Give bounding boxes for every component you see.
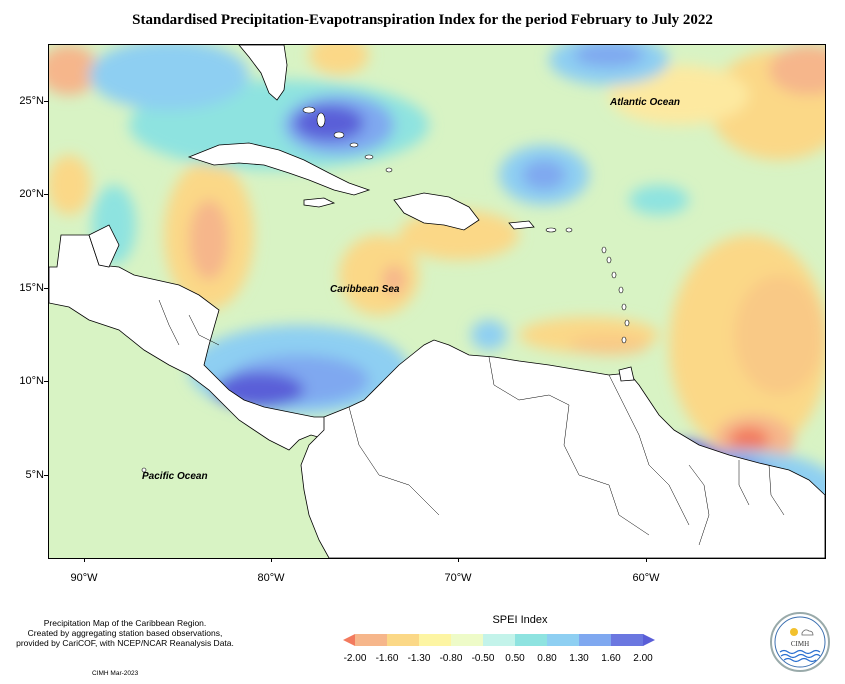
small-islands <box>141 106 630 473</box>
legend-swatch <box>355 634 388 646</box>
spei-map-canvas <box>49 45 825 558</box>
y-label-25n: 25°N <box>19 95 44 107</box>
caribbean-sea-label: Caribbean Sea <box>330 284 400 295</box>
legend-swatch <box>515 634 548 646</box>
logo-text: CIMH <box>791 640 809 648</box>
y-tick <box>44 288 48 289</box>
legend-title: SPEI Index <box>492 614 548 626</box>
country-borders <box>158 299 785 546</box>
x-label-70w: 70°W <box>444 572 472 584</box>
legend-arrow-high <box>643 634 655 646</box>
y-tick <box>44 101 48 102</box>
credit-text: CIMH Mar-2023 <box>92 670 139 677</box>
x-tick <box>646 558 647 562</box>
y-label-10n: 10°N <box>19 375 44 387</box>
legend-swatch <box>579 634 612 646</box>
legend-label: -0.50 <box>471 653 495 664</box>
pacific-ocean-label: Pacific Ocean <box>142 471 208 482</box>
legend-swatch <box>611 634 644 646</box>
x-label-60w: 60°W <box>632 572 660 584</box>
x-tick <box>271 558 272 562</box>
legend-swatch <box>451 634 484 646</box>
legend-label: -1.60 <box>375 653 399 664</box>
x-tick <box>84 558 85 562</box>
y-tick <box>44 194 48 195</box>
legend-swatch <box>387 634 420 646</box>
y-label-5n: 5°N <box>25 469 44 481</box>
cloud-icon <box>801 629 814 636</box>
legend-swatch <box>483 634 516 646</box>
legend-swatch <box>547 634 580 646</box>
spei-map <box>48 44 826 559</box>
x-tick <box>458 558 459 562</box>
legend-label: -0.80 <box>439 653 463 664</box>
legend-label: 1.60 <box>601 653 621 664</box>
atlantic-ocean-label: Atlantic Ocean <box>610 97 681 108</box>
map-title: Standardised Precipitation-Evapotranspir… <box>132 12 713 28</box>
land-masses <box>49 45 825 558</box>
y-label-15n: 15°N <box>19 282 44 294</box>
logo-icon: CIMH <box>774 616 826 668</box>
y-tick <box>44 475 48 476</box>
legend-label: 0.80 <box>537 653 557 664</box>
legend-label: -1.30 <box>407 653 431 664</box>
x-label-80w: 80°W <box>257 572 285 584</box>
legend-colorbar <box>343 634 655 646</box>
map-footnote: Precipitation Map of the Caribbean Regio… <box>10 618 240 648</box>
cimh-logo: CIMH <box>770 612 830 672</box>
x-label-90w: 90°W <box>70 572 98 584</box>
legend-label: 1.30 <box>569 653 589 664</box>
legend-label: 0.50 <box>505 653 525 664</box>
legend-label: 2.00 <box>633 653 653 664</box>
sun-icon <box>790 628 798 636</box>
footnote-line: Precipitation Map of the Caribbean Regio… <box>43 618 207 628</box>
y-tick <box>44 381 48 382</box>
legend-swatch <box>419 634 452 646</box>
footnote-line: Created by aggregating station based obs… <box>27 628 223 638</box>
footnote-line: provided by CariCOF, with NCEP/NCAR Rean… <box>16 638 234 648</box>
y-label-20n: 20°N <box>19 188 44 200</box>
legend-arrow-low <box>343 634 355 646</box>
legend-label: -2.00 <box>343 653 367 664</box>
